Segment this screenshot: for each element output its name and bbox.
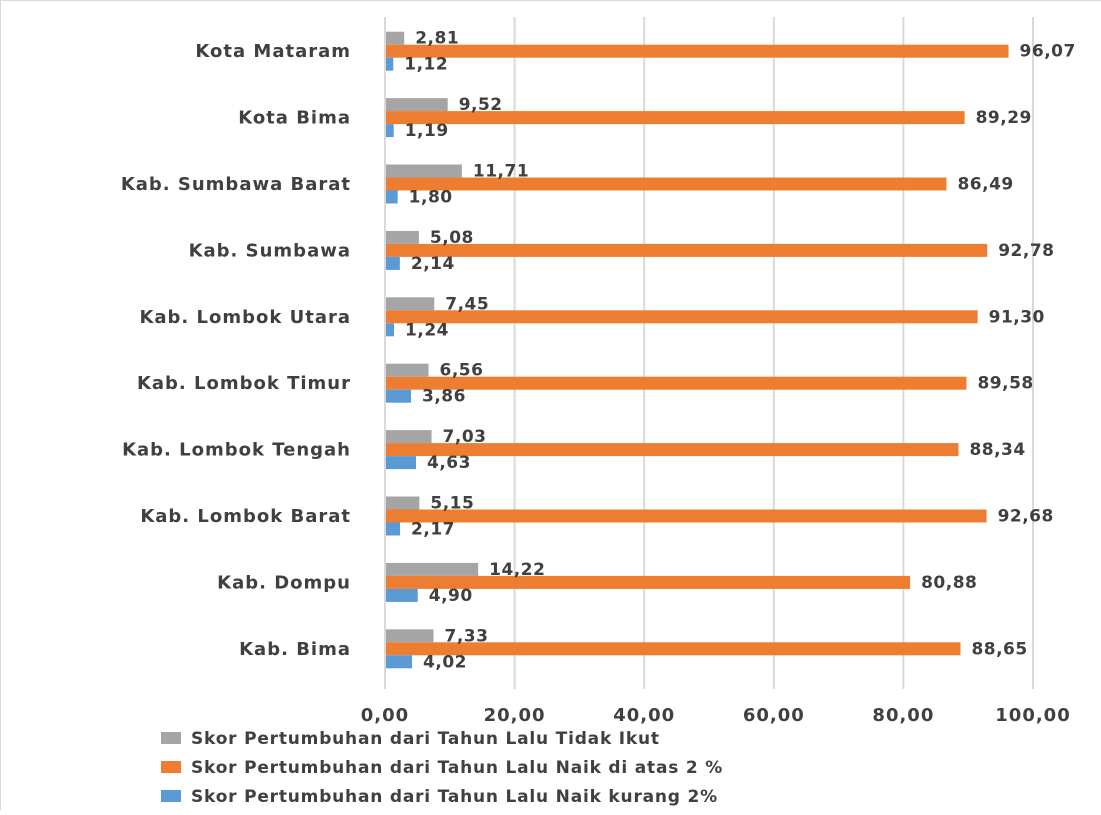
data-label: 4,63 [427,453,471,473]
bar-series-2 [386,256,400,270]
bar-series-2 [386,522,401,536]
data-label: 2,81 [415,29,459,49]
legend-label: Skor Pertumbuhan dari Tahun Lalu Tidak I… [191,729,660,749]
data-label: 7,45 [445,294,489,314]
data-label: 91,30 [989,307,1045,327]
data-label: 80,88 [921,573,977,593]
bar-series-0 [386,363,429,377]
data-label: 1,80 [409,188,453,208]
category-axis: Kota Mataram Kota Bima Kab. Sumbawa Barat K… [121,41,351,660]
legend-label: Skor Pertumbuhan dari Tahun Lalu Naik ku… [191,787,718,807]
x-tick-label: 80,00 [872,705,934,726]
data-label: 7,33 [444,626,488,646]
data-label: 1,24 [405,320,449,340]
bar-series-0 [386,31,405,45]
data-label: 2,17 [411,520,455,540]
bar-series-0 [386,230,419,244]
bar-series-0 [386,430,432,444]
bar-series-1 [386,177,947,191]
data-label: 5,08 [430,228,474,248]
data-labels: 2,81 96,07 1,12 9,52 89,29 1,19 11,71 86,49 1,80… [404,29,1076,673]
bar-series-1 [386,111,965,125]
data-label: 4,02 [423,652,467,672]
data-label: 89,58 [977,374,1033,394]
data-label: 2,14 [411,254,455,274]
data-label: 88,34 [969,440,1025,460]
x-tick-label: 20,00 [484,705,546,726]
x-tick-label: 0,00 [361,705,409,726]
bar-series-2 [386,57,394,71]
category-label: Kab. Lombok Tengah [122,440,351,461]
bar-series-2 [386,389,412,403]
bar-series-1 [386,243,988,257]
category-label: Kota Mataram [195,41,351,62]
legend-swatch [161,732,181,744]
bar-series-0 [386,629,434,643]
bar-series-1 [386,443,959,457]
bar-series-2 [386,323,395,337]
data-label: 1,19 [405,121,449,141]
bar-series-0 [386,496,420,510]
bar-series-1 [386,642,961,656]
legend-swatch [161,790,181,802]
x-tick-label: 60,00 [743,705,805,726]
data-label: 92,78 [998,241,1054,261]
bar-series-0 [386,297,435,311]
data-label: 3,86 [422,387,466,407]
data-label: 14,22 [489,560,545,580]
legend-swatch [161,761,181,773]
data-label: 88,65 [971,639,1027,659]
value-axis: 0,00 20,00 40,00 60,00 80,00 100,00 [361,705,1070,726]
bar-series-1 [386,44,1009,58]
data-label: 6,56 [440,361,484,381]
data-label: 9,52 [459,95,503,115]
category-label: Kota Bima [238,108,351,129]
legend: Skor Pertumbuhan dari Tahun Lalu Tidak I… [161,729,723,807]
x-tick-label: 100,00 [995,705,1070,726]
category-label: Kab. Sumbawa [189,240,351,261]
x-tick-label: 40,00 [613,705,675,726]
data-label: 5,15 [430,494,474,514]
data-label: 1,12 [404,55,448,75]
bar-series-2 [386,124,394,138]
gridlines [384,17,1034,689]
legend-label: Skor Pertumbuhan dari Tahun Lalu Naik di… [191,758,723,778]
data-label: 11,71 [473,162,529,182]
category-label: Kab. Dompu [217,572,351,593]
bar-series-2 [386,655,413,669]
bar-series-1 [386,310,978,324]
data-label: 7,03 [443,427,487,447]
bar-series-2 [386,456,417,470]
bar-series-0 [386,164,462,178]
category-label: Kab. Bima [239,639,351,660]
data-label: 86,49 [957,175,1013,195]
data-label: 89,29 [976,108,1032,128]
category-label: Kab. Lombok Utara [139,307,351,328]
category-label: Kab. Lombok Barat [140,506,351,527]
bar-series-1 [386,575,911,589]
bars [386,31,1009,669]
bar-series-0 [386,562,479,576]
data-label: 4,90 [429,586,473,606]
data-label: 96,07 [1020,42,1076,62]
category-label: Kab. Lombok Timur [137,373,351,394]
bar-series-2 [386,190,398,204]
category-label: Kab. Sumbawa Barat [121,174,351,195]
bar-series-2 [386,588,418,602]
bar-series-0 [386,98,448,112]
data-label: 92,68 [998,507,1054,527]
bar-series-1 [386,376,967,390]
bar-series-1 [386,509,987,523]
